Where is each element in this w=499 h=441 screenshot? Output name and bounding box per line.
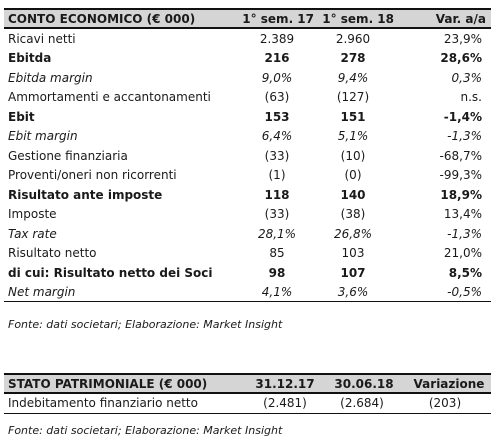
value-var: -68,7% [439,148,482,163]
value-var: -1,3% [447,129,482,144]
value-h1-18: 140 [340,187,366,202]
value-h1-18: 107 [340,265,366,280]
value-h1-18: 103 [341,246,365,261]
value-var: 28,6% [440,51,482,66]
value-h1-18: (0) [344,168,362,183]
row-label: Net margin [8,284,76,299]
table-row: Proventi/oneri non ricorrenti (1) (0) -99,3… [4,166,491,186]
income-statement-body: Ricavi netti 2.389 2.960 23,9% Ebitda 216 278 2… [4,29,491,302]
income-statement-header: CONTO ECONOMICO (€ 000) 1° sem. 17 1° se… [4,8,491,29]
value-variation: (203) [428,396,462,411]
value-h1-18: 5,1% [337,129,369,144]
table-row: Ebit 153 151 -1,4% [4,107,491,127]
table-row: Net margin 4,1% 3,6% -0,5% [4,283,491,302]
row-label: Tax rate [8,226,57,241]
value-var: -0,5% [447,284,482,299]
row-label: Indebitamento finanziario netto [8,396,198,411]
value-h1-17: 85 [269,246,285,261]
value-var: -1,3% [447,226,482,241]
value-h1-18: 2.960 [335,31,371,46]
table-row: Gestione finanziaria (33) (10) -68,7% [4,146,491,166]
value-h1-17: (33) [264,207,290,222]
row-label: di cui: Risultato netto dei Soci [8,265,213,280]
value-h1-17: (63) [264,90,290,105]
row-label: Proventi/oneri non ricorrenti [8,168,177,183]
value-h1-17: 9,0% [261,70,293,85]
row-label: Ammortamenti e accantonamenti [8,90,211,105]
value-h1-18: 9,4% [337,70,369,85]
header-variation: Variazione [413,376,485,391]
value-h1-17: 2.389 [259,31,295,46]
header-label: STATO PATRIMONIALE (€ 000) [8,376,208,391]
value-var: -1,4% [443,109,482,124]
row-label: Imposte [8,207,57,222]
balance-sheet-table: STATO PATRIMONIALE (€ 000) 31.12.17 30.0… [4,373,491,414]
value-h1-18: 3,6% [337,284,369,299]
value-var: -99,3% [439,168,482,183]
header-h1-17: 1° sem. 17 [242,11,314,26]
value-var: 23,9% [443,31,482,46]
value-h1-17: 6,4% [261,129,293,144]
table-row: Tax rate 28,1% 26,8% -1,3% [4,224,491,244]
row-label: Ebit [8,109,35,124]
value-h1-17: (1) [268,168,286,183]
table-row: Ebit margin 6,4% 5,1% -1,3% [4,127,491,147]
table-row: Ammortamenti e accantonamenti (63) (127) n.… [4,88,491,108]
row-label: Ebitda [8,51,52,66]
balance-sheet-header: STATO PATRIMONIALE (€ 000) 31.12.17 30.0… [4,373,491,394]
value-h1-18: (127) [336,90,370,105]
value-var: 13,4% [443,207,482,222]
value-h1-17: 153 [264,109,290,124]
value-var: n.s. [460,90,483,105]
value-h1-17: 98 [268,265,286,280]
value-h1-18: 151 [340,109,366,124]
value-date-2: (2.684) [340,396,384,411]
row-label: Risultato ante imposte [8,187,163,202]
value-h1-17: (33) [264,148,290,163]
table-row: Ebitda margin 9,0% 9,4% 0,3% [4,68,491,88]
row-label: Ricavi netti [8,31,76,46]
table-row: Ebitda 216 278 28,6% [4,49,491,69]
value-h1-18: (38) [340,207,366,222]
value-h1-18: 26,8% [333,226,373,241]
source-note: Fonte: dati societari; Elaborazione: Mar… [8,424,283,437]
table-row: Risultato ante imposte 118 140 18,9% [4,185,491,205]
balance-sheet-body: Indebitamento finanziario netto (2.481) (2… [4,394,491,414]
row-label: Risultato netto [8,246,97,261]
table-row: Indebitamento finanziario netto (2.481) (2… [4,394,491,414]
value-h1-18: (10) [340,148,366,163]
header-var: Var. a/a [435,11,486,26]
value-h1-17: 28,1% [257,226,297,241]
table-row: Imposte (33) (38) 13,4% [4,205,491,225]
row-label: Gestione finanziaria [8,148,128,163]
value-h1-17: 118 [264,187,290,202]
value-date-1: (2.481) [263,396,307,411]
value-h1-17: 216 [264,51,290,66]
value-var: 0,3% [451,70,483,85]
value-var: 18,9% [440,187,482,202]
header-date-2: 30.06.18 [334,376,394,391]
table-row: Risultato netto 85 103 21,0% [4,244,491,264]
row-label: Ebit margin [8,129,78,144]
table-row: di cui: Risultato netto dei Soci 98 107 8,5… [4,263,491,283]
header-h1-18: 1° sem. 18 [322,11,394,26]
value-var: 21,0% [443,246,482,261]
value-h1-17: 4,1% [261,284,293,299]
value-var: 8,5% [448,265,482,280]
header-label: CONTO ECONOMICO (€ 000) [8,11,196,26]
income-statement-table: CONTO ECONOMICO (€ 000) 1° sem. 17 1° se… [4,8,491,302]
table-row: Ricavi netti 2.389 2.960 23,9% [4,29,491,49]
row-label: Ebitda margin [8,70,93,85]
source-note: Fonte: dati societari; Elaborazione: Mar… [8,318,283,331]
header-date-1: 31.12.17 [255,376,315,391]
value-h1-18: 278 [340,51,366,66]
